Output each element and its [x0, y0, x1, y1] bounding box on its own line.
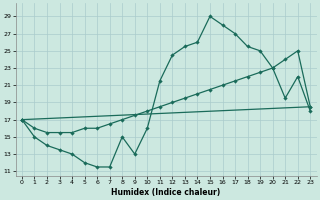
- X-axis label: Humidex (Indice chaleur): Humidex (Indice chaleur): [111, 188, 221, 197]
